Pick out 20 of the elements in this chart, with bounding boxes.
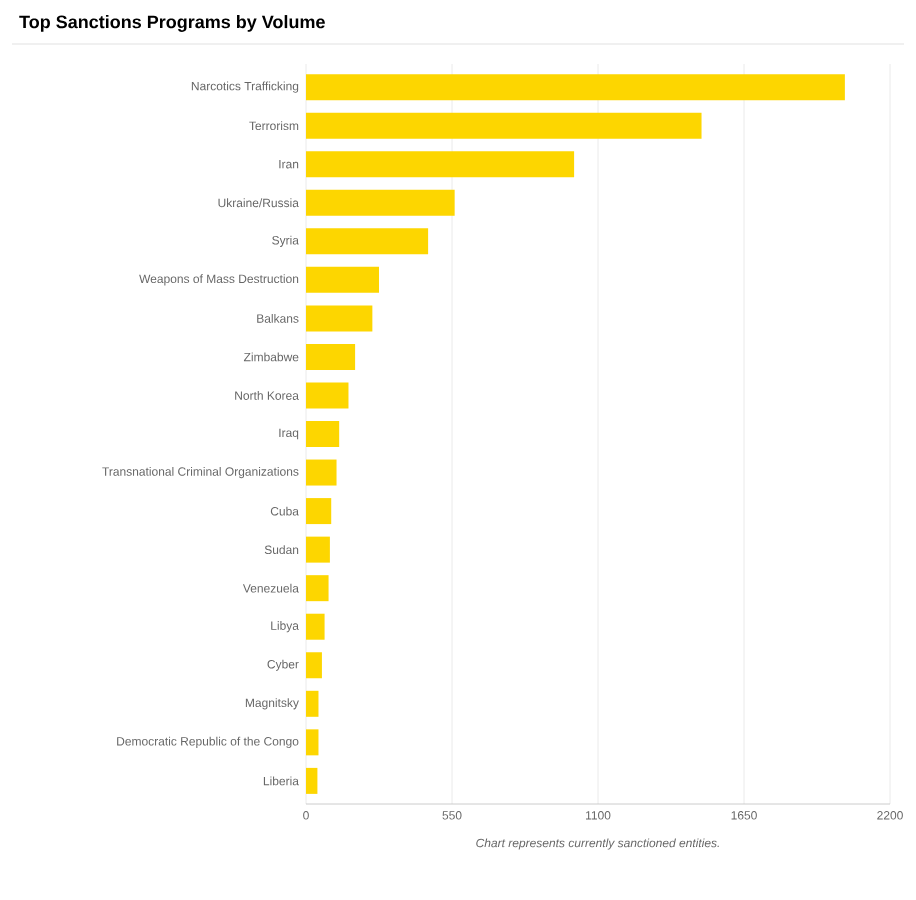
bar <box>306 536 330 563</box>
bar <box>306 189 455 216</box>
bar <box>306 613 325 640</box>
bar <box>306 112 702 139</box>
bar <box>306 382 349 409</box>
bar <box>306 343 356 370</box>
bar <box>306 498 332 525</box>
bar <box>306 575 329 602</box>
bar <box>306 151 575 178</box>
bar <box>306 266 379 293</box>
bar <box>306 459 337 486</box>
chart-title: Top Sanctions Programs by Volume <box>19 15 325 32</box>
bar <box>306 767 318 794</box>
bar <box>306 228 429 255</box>
bar <box>306 305 373 332</box>
bar <box>306 652 322 679</box>
bar <box>306 729 319 756</box>
bar <box>306 421 340 447</box>
bar <box>306 74 845 101</box>
bar <box>306 690 319 717</box>
